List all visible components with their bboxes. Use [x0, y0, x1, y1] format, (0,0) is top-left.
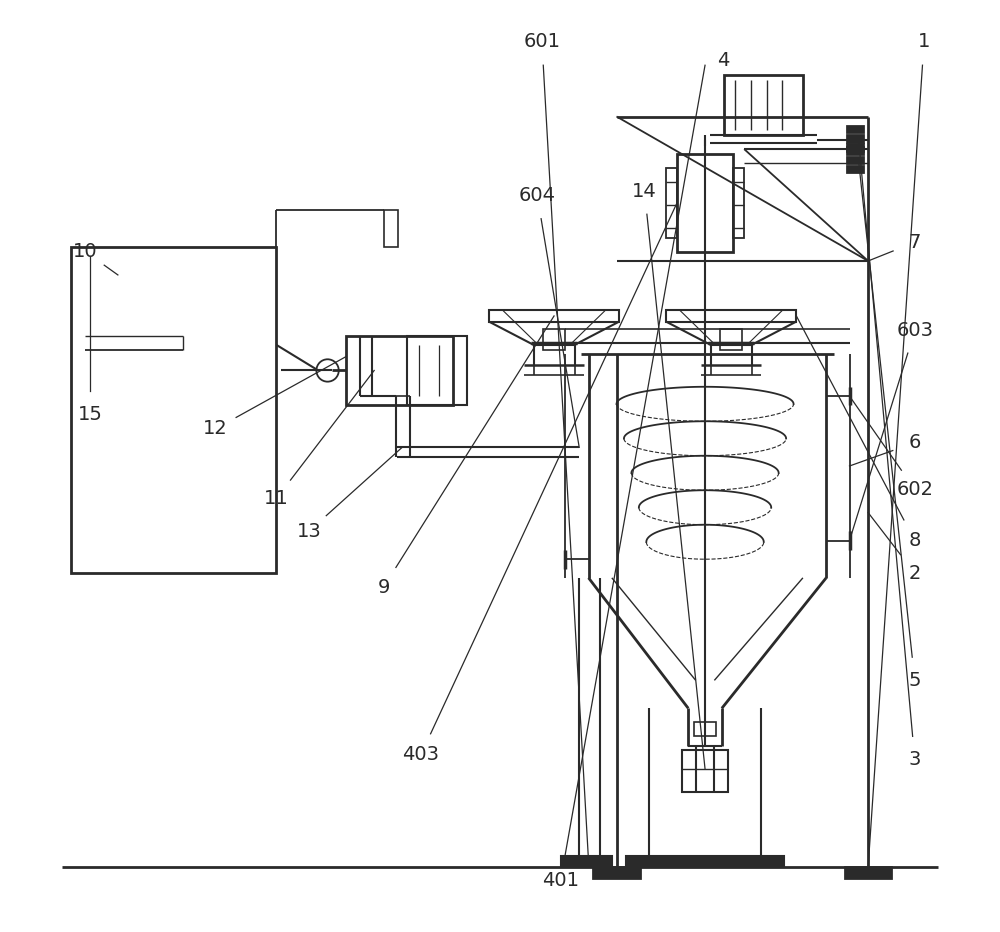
- Bar: [847, 126, 863, 132]
- Bar: [682, 750, 728, 792]
- Text: 10: 10: [73, 242, 98, 261]
- Bar: [666, 310, 796, 322]
- Text: 8: 8: [909, 531, 921, 550]
- Text: 15: 15: [77, 405, 102, 424]
- Text: 13: 13: [297, 522, 321, 541]
- Text: 4: 4: [717, 51, 730, 70]
- Text: 604: 604: [519, 186, 556, 205]
- Bar: [561, 856, 612, 867]
- Bar: [543, 329, 565, 350]
- Bar: [407, 336, 467, 405]
- Bar: [593, 867, 640, 878]
- Bar: [847, 144, 863, 151]
- Bar: [694, 722, 716, 736]
- Text: 603: 603: [896, 322, 933, 340]
- Bar: [489, 310, 619, 322]
- Bar: [666, 168, 677, 238]
- Bar: [847, 166, 863, 172]
- Bar: [677, 154, 733, 252]
- Bar: [845, 867, 891, 878]
- Text: 11: 11: [264, 489, 289, 508]
- Text: 401: 401: [542, 871, 579, 890]
- Bar: [346, 336, 453, 405]
- Bar: [847, 157, 863, 163]
- Text: 6: 6: [909, 433, 921, 452]
- Bar: [724, 75, 803, 135]
- Text: 5: 5: [908, 671, 921, 690]
- Text: 602: 602: [896, 480, 933, 499]
- Bar: [847, 135, 863, 142]
- Bar: [733, 168, 744, 238]
- Text: 601: 601: [523, 33, 560, 51]
- Text: 14: 14: [632, 182, 657, 200]
- Bar: [720, 329, 742, 350]
- Text: 7: 7: [909, 233, 921, 252]
- Text: 2: 2: [909, 564, 921, 582]
- Text: 12: 12: [203, 419, 228, 438]
- Text: 9: 9: [377, 578, 390, 596]
- Bar: [71, 247, 276, 573]
- Text: 403: 403: [402, 746, 439, 764]
- Bar: [384, 210, 398, 247]
- Text: 1: 1: [918, 33, 930, 51]
- Text: 3: 3: [909, 750, 921, 769]
- Bar: [626, 856, 784, 867]
- Bar: [847, 147, 863, 154]
